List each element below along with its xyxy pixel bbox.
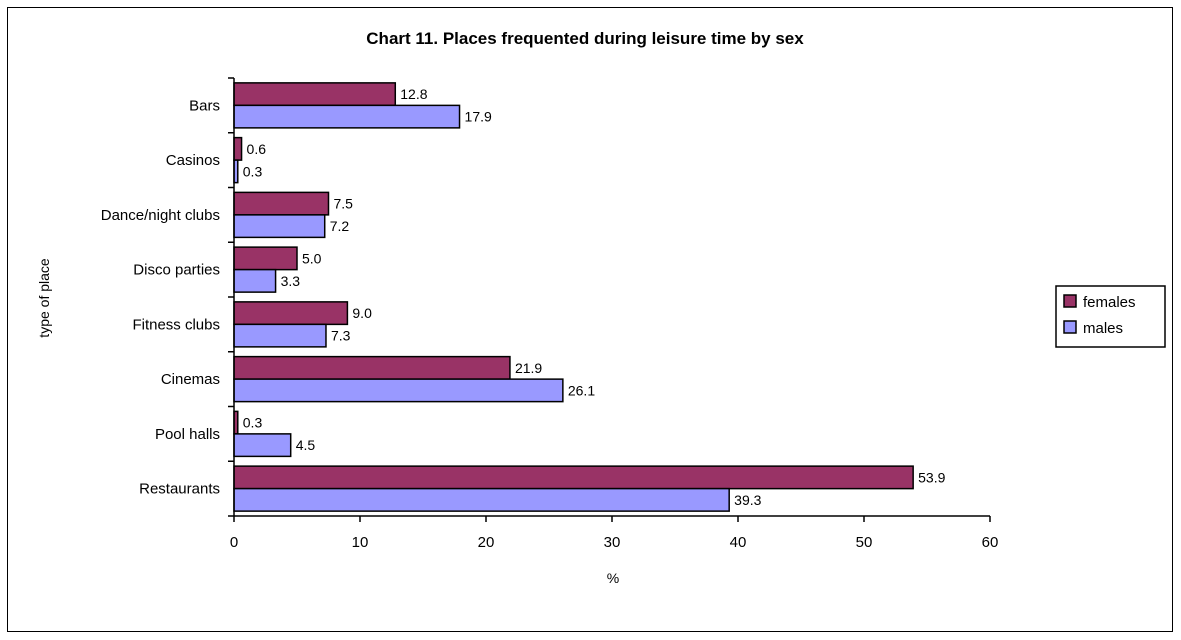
category-label-bars: Bars xyxy=(189,97,220,114)
x-tick-label-40: 40 xyxy=(730,534,747,551)
bar-males-pool-halls xyxy=(233,433,292,458)
bar-males-bars xyxy=(233,104,461,129)
legend: females males xyxy=(1055,285,1166,348)
bar-males-disco-parties xyxy=(233,268,277,293)
category-label-restaurants: Restaurants xyxy=(139,481,220,498)
category-label-fitness-clubs: Fitness clubs xyxy=(132,316,220,333)
data-label-females-disco-parties: 5.0 xyxy=(302,250,322,266)
x-tick-label-0: 0 xyxy=(230,534,238,551)
data-label-males-pool-halls: 4.5 xyxy=(296,437,316,453)
bar-females-cinemas xyxy=(233,355,511,380)
bar-females-dance-night-clubs xyxy=(233,191,330,216)
x-axis-label: % xyxy=(607,570,619,586)
x-tick-label-30: 30 xyxy=(604,534,621,551)
category-label-cinemas: Cinemas xyxy=(161,371,220,388)
legend-label-males: males xyxy=(1083,320,1123,337)
category-label-dance-night-clubs: Dance/night clubs xyxy=(101,207,220,224)
category-label-disco-parties: Disco parties xyxy=(133,262,220,279)
data-label-females-cinemas: 21.9 xyxy=(515,360,542,376)
data-label-females-dance-night-clubs: 7.5 xyxy=(334,196,354,212)
data-label-males-dance-night-clubs: 7.2 xyxy=(330,218,350,234)
data-label-males-cinemas: 26.1 xyxy=(568,382,595,398)
bar-males-cinemas xyxy=(233,378,564,403)
x-tick-label-50: 50 xyxy=(856,534,873,551)
bar-males-dance-night-clubs xyxy=(233,214,326,239)
data-label-females-casinos: 0.6 xyxy=(247,141,267,157)
legend-label-females: females xyxy=(1083,294,1136,311)
bar-females-restaurants xyxy=(233,465,914,490)
data-label-males-disco-parties: 3.3 xyxy=(281,273,301,289)
bar-females-disco-parties xyxy=(233,246,298,271)
data-label-females-fitness-clubs: 9.0 xyxy=(352,305,372,321)
bar-females-bars xyxy=(233,82,397,107)
bar-males-fitness-clubs xyxy=(233,323,327,348)
data-label-males-fitness-clubs: 7.3 xyxy=(331,328,351,344)
category-label-casinos: Casinos xyxy=(166,152,220,169)
data-label-females-bars: 12.8 xyxy=(400,86,427,102)
data-label-females-pool-halls: 0.3 xyxy=(243,415,263,431)
bars-group: 12.8 17.9 0.6 0.3 7.5 7.2 5.03.3 9.07.3 21.9 26.1… xyxy=(233,82,946,512)
x-tick-label-60: 60 xyxy=(982,534,999,551)
data-label-females-restaurants: 53.9 xyxy=(918,469,945,485)
data-label-males-bars: 17.9 xyxy=(465,109,492,125)
bar-females-casinos xyxy=(233,136,243,161)
data-label-males-restaurants: 39.3 xyxy=(734,492,761,508)
y-axis-label: type of place xyxy=(36,258,52,338)
chart-title: Chart 11. Places frequented during leisu… xyxy=(366,29,804,48)
chart-frame xyxy=(7,7,1173,632)
legend-swatch-males xyxy=(1063,320,1077,334)
bar-females-fitness-clubs xyxy=(233,301,349,326)
legend-swatch-females xyxy=(1063,294,1077,308)
x-tick-label-10: 10 xyxy=(352,534,369,551)
category-label-pool-halls: Pool halls xyxy=(155,426,220,443)
axes-group: Bars Casinos Dance/night clubs Disco partie… xyxy=(101,77,999,551)
data-label-males-casinos: 0.3 xyxy=(243,163,263,179)
x-tick-label-20: 20 xyxy=(478,534,495,551)
bar-males-restaurants xyxy=(233,487,730,512)
